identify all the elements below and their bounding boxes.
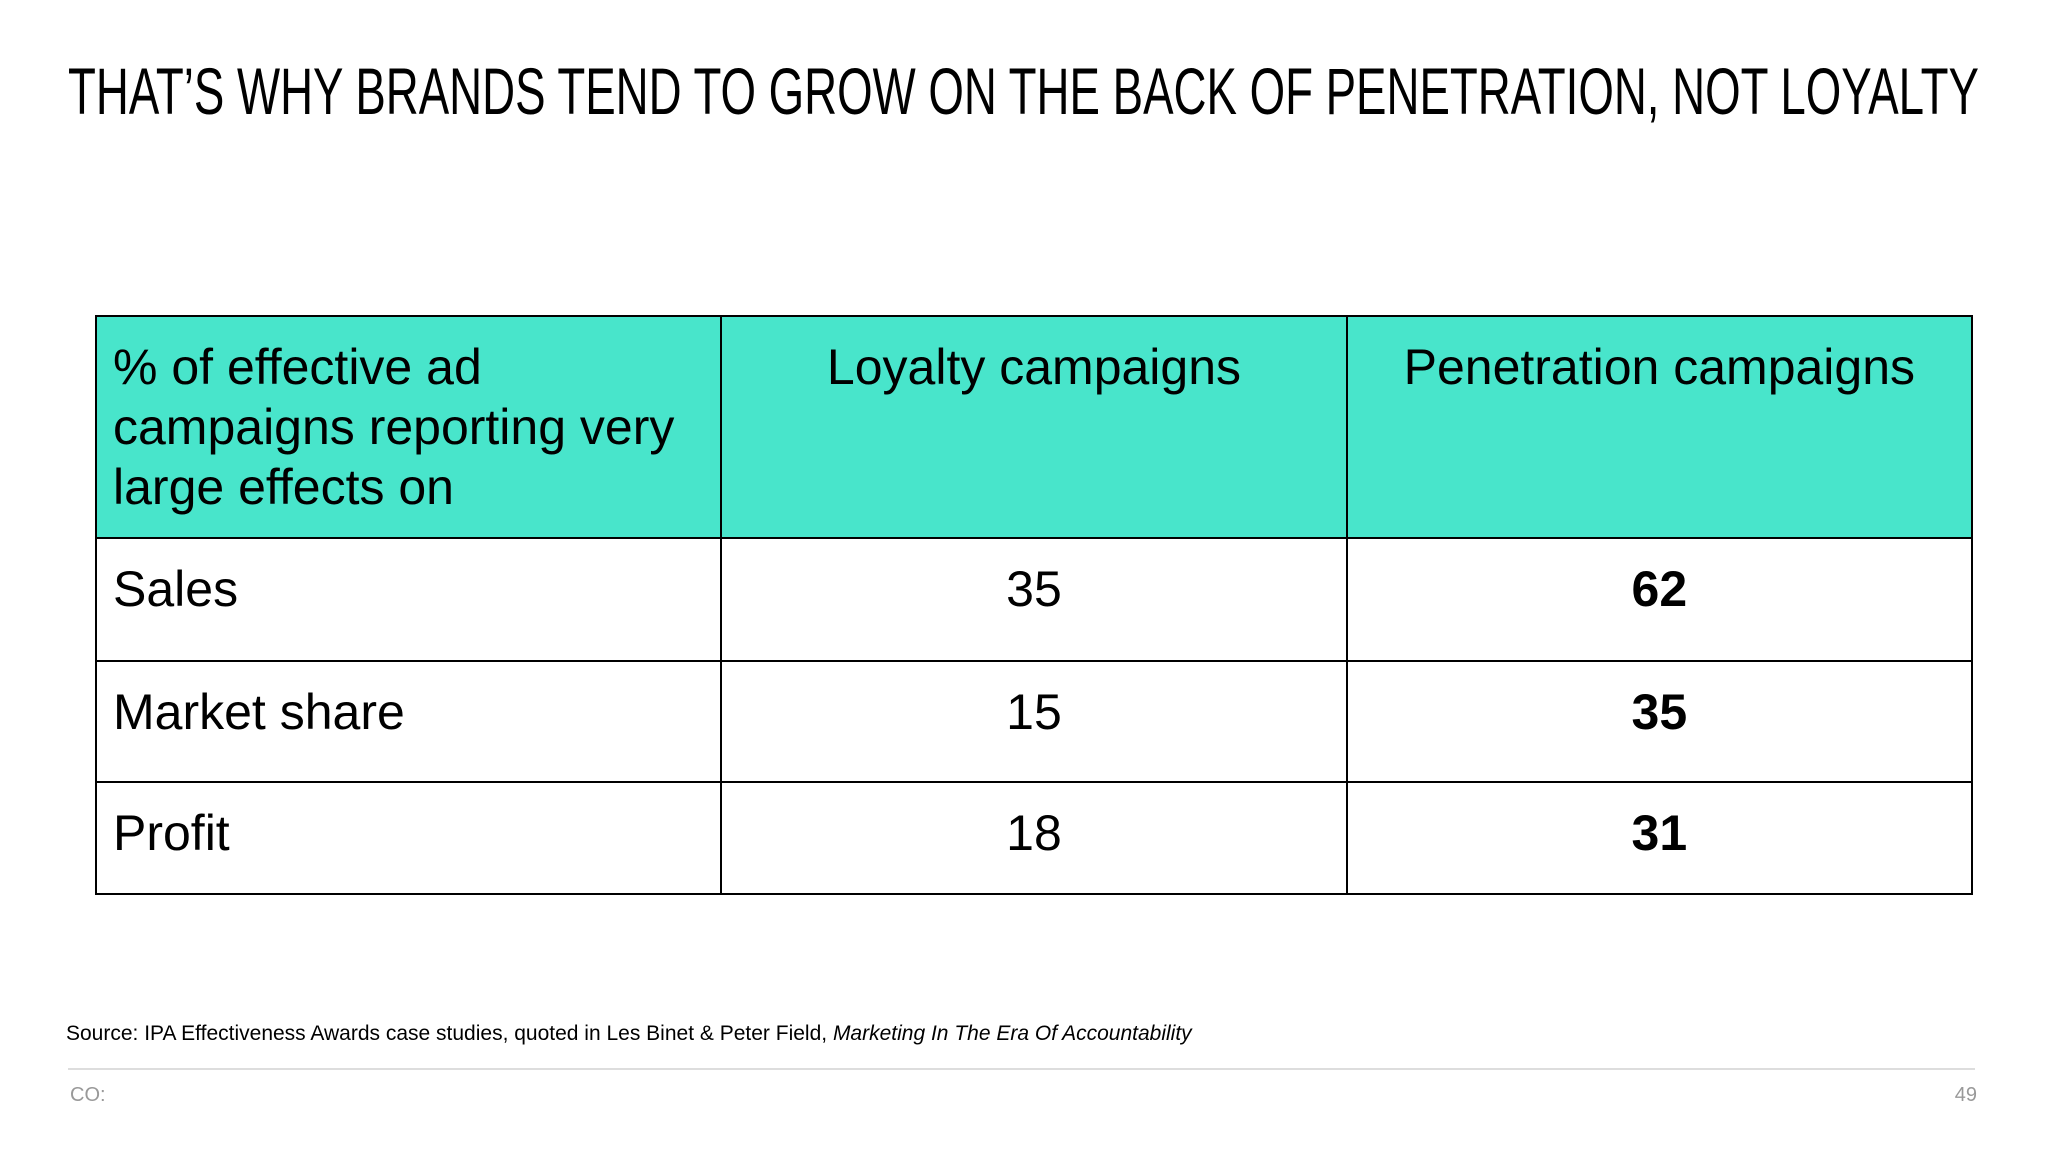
row-label: Profit bbox=[94, 781, 723, 895]
cell-value: 62 bbox=[1345, 537, 1974, 662]
table-row: Sales 35 62 bbox=[94, 537, 1974, 662]
page-number: 49 bbox=[1954, 1084, 1977, 1106]
header-cell: Loyalty campaigns bbox=[720, 315, 1348, 539]
cell-value: 35 bbox=[1345, 660, 1974, 783]
source-title: Marketing In The Era Of Accountability bbox=[832, 1022, 1192, 1045]
footer-left: CO: bbox=[70, 1084, 106, 1106]
source-text: Source: IPA Effectiveness Awards case st… bbox=[66, 1022, 833, 1045]
header-row: % of effective ad campaigns reporting ve… bbox=[94, 315, 1974, 539]
source-note: Source: IPA Effectiveness Awards case st… bbox=[66, 1022, 1192, 1046]
row-label: Sales bbox=[94, 537, 723, 662]
table-body: Sales 35 62 Market share 15 35 Profit 18 31 bbox=[94, 537, 1974, 895]
cell-value: 18 bbox=[720, 781, 1348, 895]
header-cell: % of effective ad campaigns reporting ve… bbox=[94, 315, 723, 539]
header-cell: Penetration campaigns bbox=[1345, 315, 1974, 539]
title-box: THAT’S WHY BRANDS TEND TO GROW ON THE BA… bbox=[68, 54, 1979, 128]
cell-value: 15 bbox=[720, 660, 1348, 783]
data-table: % of effective ad campaigns reporting ve… bbox=[94, 315, 1974, 895]
table-row: Profit 18 31 bbox=[94, 781, 1974, 895]
row-label: Market share bbox=[94, 660, 723, 783]
cell-value: 31 bbox=[1345, 781, 1974, 895]
divider bbox=[68, 1068, 1975, 1070]
title: THAT’S WHY BRANDS TEND TO GROW ON THE BA… bbox=[68, 54, 1979, 128]
table-row: Market share 15 35 bbox=[94, 660, 1974, 783]
cell-value: 35 bbox=[720, 537, 1348, 662]
